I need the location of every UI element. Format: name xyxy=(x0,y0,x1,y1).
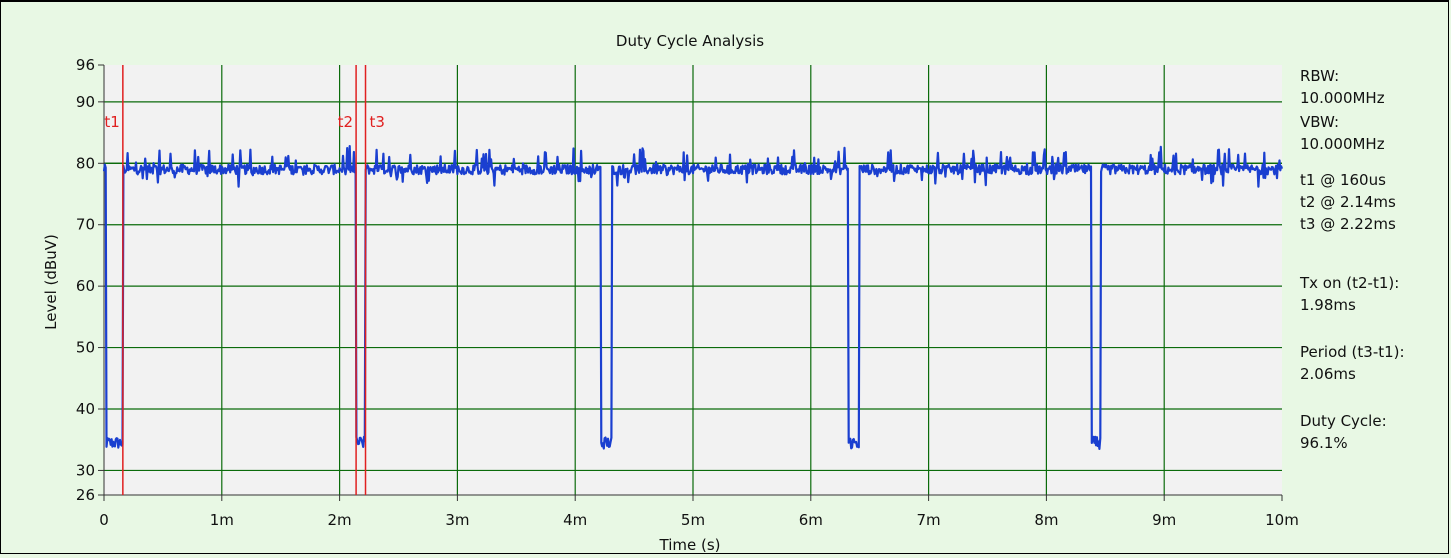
measurement-text: Duty Cycle: xyxy=(1300,412,1387,430)
measurement-text: VBW: xyxy=(1300,113,1339,131)
y-tick-label: 50 xyxy=(76,339,95,357)
y-axis-label: Level (dBuV) xyxy=(42,234,60,330)
x-tick-label: 3m xyxy=(445,511,469,529)
x-tick-label: 4m xyxy=(563,511,587,529)
measurement-text: 2.06ms xyxy=(1300,365,1356,383)
y-tick-label: 26 xyxy=(76,486,95,504)
measurement-text: 10.000MHz xyxy=(1300,135,1385,153)
y-tick-label: 90 xyxy=(76,93,95,111)
measurement-text: Tx on (t2-t1): xyxy=(1299,274,1399,292)
x-tick-label: 9m xyxy=(1152,511,1176,529)
measurement-text: 1.98ms xyxy=(1300,296,1356,314)
measurement-text: 96.1% xyxy=(1300,434,1348,452)
x-tick-label: 7m xyxy=(917,511,941,529)
y-tick-label: 40 xyxy=(76,400,95,418)
level-trace xyxy=(102,145,1284,450)
measurement-panel: RBW: 10.000MHz VBW: 10.000MHz t1 @ 160us t2 @… xyxy=(1299,67,1405,452)
x-tick-label: 10m xyxy=(1265,511,1299,529)
y-tick-label: 70 xyxy=(76,216,95,234)
y-tick-label: 30 xyxy=(76,461,95,479)
marker-label-t2: t2 xyxy=(338,113,353,131)
y-tick-label: 96 xyxy=(76,56,95,74)
x-tick-label: 1m xyxy=(210,511,234,529)
x-tick-label: 5m xyxy=(681,511,705,529)
measurement-text: t1 @ 160us xyxy=(1300,171,1386,189)
marker-label-t3: t3 xyxy=(370,113,385,131)
x-tick-label: 2m xyxy=(328,511,352,529)
measurement-text: t2 @ 2.14ms xyxy=(1300,193,1396,211)
x-axis-label: Time (s) xyxy=(659,536,721,554)
x-tick-label: 0 xyxy=(99,511,109,529)
measurement-text: RBW: xyxy=(1300,67,1339,85)
measurement-text: Period (t3-t1): xyxy=(1300,343,1405,361)
y-tick-label: 80 xyxy=(76,154,95,172)
x-tick-label: 6m xyxy=(799,511,823,529)
plot-area: 26 30 40 50 60 70 80 90 96 0 1m 2m 3m 4m 5m 6m 7m 8m 9m 10m… xyxy=(76,56,1299,529)
chart-title: Duty Cycle Analysis xyxy=(616,32,764,50)
y-tick-label: 60 xyxy=(76,277,95,295)
x-tick-label: 8m xyxy=(1034,511,1058,529)
marker-label-t1: t1 xyxy=(104,113,119,131)
measurement-text: 10.000MHz xyxy=(1300,89,1385,107)
measurement-text: t3 @ 2.22ms xyxy=(1300,215,1396,233)
